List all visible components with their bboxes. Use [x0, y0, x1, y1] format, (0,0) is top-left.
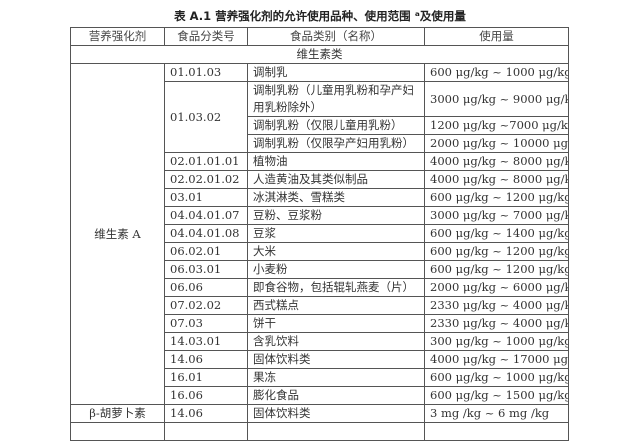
- amount-cell: 4000 μg/kg ~ 17000 μg/kg: [424, 350, 569, 369]
- food-cell: 调制乳: [247, 63, 425, 82]
- amount-cell: 4000 μg/kg ~ 8000 μg/kg: [424, 152, 569, 171]
- table-row: 03.01 冰淇淋类、雪糕类 600 μg/kg ~ 1200 μg/kg: [71, 188, 569, 207]
- header-code: 食品分类号: [164, 27, 248, 46]
- header-food: 食品类别（名称）: [247, 27, 425, 46]
- amount-cell: 2330 μg/kg ~ 4000 μg/kg: [424, 296, 569, 315]
- code-cell: 02.02.01.02: [164, 170, 248, 189]
- code-cell: 06.06: [164, 278, 248, 297]
- code-cell: 16.06: [164, 386, 248, 405]
- table-title: 表 A.1 营养强化剂的允许使用品种、使用范围 ᵃ及使用量: [174, 9, 466, 23]
- table-row: 06.02.01 大米 600 μg/kg ~ 1200 μg/kg: [71, 242, 569, 261]
- code-cell: 07.03: [164, 314, 248, 333]
- code-cell: 14.03.01: [164, 332, 248, 351]
- amount-cell: 2000 μg/kg ~ 10000 μg/kg: [424, 134, 569, 153]
- table-row: 07.03 饼干 2330 μg/kg ~ 4000 μg/kg: [71, 314, 569, 333]
- table-row: 04.04.01.07 豆粉、豆浆粉 3000 μg/kg ~ 7000 μg/kg: [71, 206, 569, 225]
- amount-cell: 3000 μg/kg ~ 7000 μg/kg: [424, 206, 569, 225]
- table-row: 调制乳粉（仅限孕产妇用乳粉）2000 μg/kg ~ 10000 μg/kg: [71, 134, 569, 153]
- food-cell: 豆浆: [247, 224, 425, 243]
- food-cell: 调制乳粉（仅限孕产妇用乳粉）: [247, 134, 425, 153]
- food-cell: 人造黄油及其类似制品: [247, 170, 425, 189]
- code-cell: 14.06: [164, 404, 248, 423]
- food-cell: 西式糕点: [247, 296, 425, 315]
- nutrient-cell: 维生素 A: [70, 63, 165, 405]
- code-cell: 06.03.01: [164, 260, 248, 279]
- food-cell: 大米: [247, 242, 425, 261]
- amount-cell: 600 μg/kg ~ 1000 μg/kg: [424, 63, 569, 82]
- empty-cell: [424, 422, 569, 441]
- table-row: 维生素 A 01.01.03 调制乳 600 μg/kg ~ 1000 μg/kg: [70, 63, 569, 405]
- section-label: 维生素类: [70, 45, 569, 64]
- amount-cell: 600 μg/kg ~ 1200 μg/kg: [424, 242, 569, 261]
- food-cell: 膨化食品: [247, 386, 425, 405]
- food-cell: 调制乳粉（仅限儿童用乳粉）: [247, 116, 425, 135]
- food-cell: 饼干: [247, 314, 425, 333]
- food-cell: 豆粉、豆浆粉: [247, 206, 425, 225]
- code-cell: 03.01: [164, 188, 248, 207]
- empty-cell: [70, 422, 165, 441]
- code-cell: 04.04.01.08: [164, 224, 248, 243]
- table-row: 14.03.01 含乳饮料 300 μg/kg ~ 1000 μg/kg: [71, 332, 569, 351]
- amount-cell: 300 μg/kg ~ 1000 μg/kg: [424, 332, 569, 351]
- table-row: 16.01 果冻 600 μg/kg ~ 1000 μg/kg: [71, 368, 569, 387]
- empty-cell: [247, 422, 425, 441]
- header-row: 营养强化剂 食品分类号 食品类别（名称） 使用量: [70, 27, 569, 46]
- code-cell: 07.02.02: [164, 296, 248, 315]
- table-row-partial: [70, 422, 569, 441]
- table-row: 06.06 即食谷物，包括辊轧燕麦（片） 2000 μg/kg ~ 6000 μg/…: [71, 278, 569, 297]
- amount-cell: 600 μg/kg ~ 1000 μg/kg: [424, 368, 569, 387]
- amount-cell: 600 μg/kg ~ 1200 μg/kg: [424, 260, 569, 279]
- table-row: 01.03.02 调制乳粉（儿童用乳粉和孕产妇用乳粉除外） 3000 μg/kg ~…: [71, 81, 569, 153]
- table-row: 调制乳粉（仅限儿童用乳粉） 1200 μg/kg ~7000 μg/kg: [71, 116, 569, 135]
- code-cell: 02.01.01.01: [164, 152, 248, 171]
- amount-cell: 600 μg/kg ~ 1500 μg/kg: [424, 386, 569, 405]
- code-cell: 06.02.01: [164, 242, 248, 261]
- table-row: 02.02.01.02 人造黄油及其类似制品 4000 μg/kg ~ 8000 μ…: [71, 170, 569, 189]
- food-cell: 果冻: [247, 368, 425, 387]
- table-row: 02.01.01.01 植物油 4000 μg/kg ~ 8000 μg/kg: [71, 152, 569, 171]
- header-amount: 使用量: [424, 27, 569, 46]
- amount-cell: 600 μg/kg ~ 1400 μg/kg: [424, 224, 569, 243]
- code-cell: 01.03.02: [164, 81, 248, 153]
- amount-cell: 3 mg /kg ~ 6 mg /kg: [424, 404, 569, 423]
- code-cell: 16.01: [164, 368, 248, 387]
- food-cell: 固体饮料类: [247, 350, 425, 369]
- section-row: 维生素类: [70, 45, 569, 64]
- food-cell: 冰淇淋类、雪糕类: [247, 188, 425, 207]
- amount-cell: 600 μg/kg ~ 1200 μg/kg: [424, 188, 569, 207]
- amount-cell: 1200 μg/kg ~7000 μg/kg: [424, 116, 569, 135]
- header-nutrient: 营养强化剂: [70, 27, 165, 46]
- table-row: β-胡萝卜素 14.06 固体饮料类 3 mg /kg ~ 6 mg /kg: [70, 404, 569, 423]
- amount-cell: 2330 μg/kg ~ 4000 μg/kg: [424, 314, 569, 333]
- food-cell: 调制乳粉（儿童用乳粉和孕产妇用乳粉除外）: [247, 81, 425, 117]
- amount-cell: 2000 μg/kg ~ 6000 μg/kg: [424, 278, 569, 297]
- code-cell: 14.06: [164, 350, 248, 369]
- food-cell: 小麦粉: [247, 260, 425, 279]
- code-cell: 04.04.01.07: [164, 206, 248, 225]
- code-cell: 01.01.03: [164, 63, 248, 82]
- table-row: 07.02.02 西式糕点 2330 μg/kg ~ 4000 μg/kg: [71, 296, 569, 315]
- nutrition-fortifier-table: 营养强化剂 食品分类号 食品类别（名称） 使用量 维生素类 维生素 A 01.01…: [70, 27, 569, 441]
- food-cell: 即食谷物，包括辊轧燕麦（片）: [247, 278, 425, 297]
- amount-cell: 4000 μg/kg ~ 8000 μg/kg: [424, 170, 569, 189]
- food-cell: 含乳饮料: [247, 332, 425, 351]
- empty-cell: [164, 422, 248, 441]
- amount-cell: 3000 μg/kg ~ 9000 μg/kg: [424, 81, 569, 117]
- food-cell: 植物油: [247, 152, 425, 171]
